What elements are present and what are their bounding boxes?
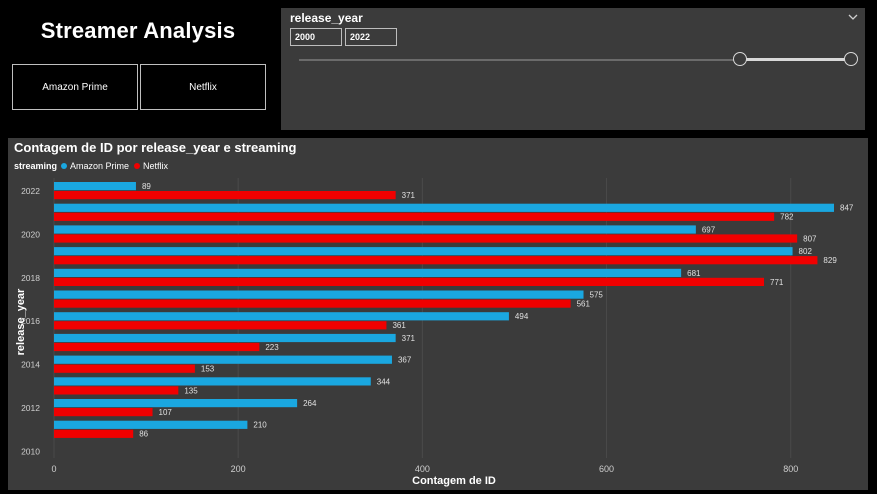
slider-handle-start[interactable] [733, 52, 747, 66]
slicer-title: release_year [290, 11, 363, 25]
bar-amazon-prime [54, 355, 392, 364]
y-tick-label: 2018 [21, 273, 40, 283]
legend-dot-netflix [134, 163, 141, 169]
legend-text-amazon: Amazon Prime [70, 161, 130, 171]
x-tick-label: 800 [783, 464, 798, 474]
bar-amazon-prime [54, 399, 298, 408]
data-label: 371 [402, 191, 416, 200]
bar-amazon-prime [54, 182, 136, 191]
y-tick-label: 2014 [21, 360, 40, 370]
bar-netflix [54, 277, 765, 286]
bar-amazon-prime [54, 420, 248, 429]
legend-item-amazon[interactable]: Amazon Prime [61, 161, 129, 171]
data-label: 107 [159, 408, 173, 417]
y-axis-label: release_year [15, 288, 27, 355]
range-start-input[interactable]: 2000 [290, 28, 342, 46]
release-year-slicer: release_year 2000 2022 [281, 8, 865, 130]
netflix-button[interactable]: Netflix [140, 64, 266, 110]
page-title: Streamer Analysis [40, 18, 236, 43]
data-label: 771 [770, 278, 784, 287]
bar-amazon-prime [54, 268, 682, 277]
data-label: 782 [780, 213, 794, 222]
y-tick-label: 2010 [21, 446, 40, 456]
legend: streaming Amazon Prime Netflix [14, 161, 173, 171]
range-end-input[interactable]: 2022 [345, 28, 397, 46]
chart-plot: 0 200 400 600 800 2022 2020 2018 2016 2014 2012 201… [15, 178, 854, 487]
data-label: 847 [840, 204, 854, 213]
data-label: 367 [398, 356, 412, 365]
legend-text-netflix: Netflix [143, 161, 169, 171]
x-tick-label: 400 [415, 464, 430, 474]
x-tick-label: 200 [231, 464, 246, 474]
data-label: 807 [803, 234, 817, 243]
bar-netflix [54, 234, 798, 243]
data-label: 697 [702, 225, 716, 234]
x-axis-label: Contagem de ID [412, 475, 496, 487]
chevron-down-icon[interactable] [847, 11, 859, 23]
chart-title: Contagem de ID por release_year e stream… [14, 140, 297, 155]
y-tick-label: 2016 [21, 316, 40, 326]
slider-handle-end[interactable] [844, 52, 858, 66]
bar-netflix [54, 321, 387, 330]
data-label: 89 [142, 182, 151, 191]
bar-netflix [54, 429, 134, 438]
data-label: 681 [687, 269, 701, 278]
bar-netflix [54, 386, 179, 395]
slider-track[interactable] [299, 59, 851, 61]
bar-netflix [54, 256, 818, 265]
bar-amazon-prime [54, 312, 509, 321]
data-label: 153 [201, 365, 215, 374]
bar-chart-panel: Contagem de ID por release_year e stream… [8, 138, 868, 490]
data-label: 575 [590, 291, 604, 300]
bar-amazon-prime [54, 377, 371, 386]
bar-netflix [54, 408, 153, 417]
slider-selected-range [740, 58, 851, 61]
data-label: 210 [253, 421, 267, 430]
legend-item-netflix[interactable]: Netflix [134, 161, 168, 171]
bar-netflix [54, 191, 396, 200]
bar-amazon-prime [54, 290, 584, 299]
data-label: 86 [139, 430, 148, 439]
data-label: 829 [823, 256, 837, 265]
data-label: 561 [577, 300, 591, 309]
y-tick-label: 2012 [21, 403, 40, 413]
data-label: 223 [265, 343, 279, 352]
amazon-prime-button[interactable]: Amazon Prime [12, 64, 138, 110]
legend-label: streaming [14, 161, 58, 171]
bar-netflix [54, 299, 571, 308]
data-label: 802 [799, 247, 813, 256]
bar-netflix [54, 212, 775, 221]
bar-netflix [54, 342, 260, 352]
bar-netflix [54, 364, 195, 373]
data-label: 344 [377, 377, 391, 386]
x-tick-label: 600 [599, 464, 614, 474]
bar-amazon-prime [54, 225, 696, 234]
legend-dot-amazon [61, 163, 68, 169]
data-label: 361 [392, 321, 406, 330]
y-tick-label: 2020 [21, 229, 40, 239]
data-label: 494 [515, 312, 529, 321]
data-label: 264 [303, 399, 317, 408]
data-label: 371 [402, 334, 416, 343]
x-tick-label: 0 [51, 464, 56, 474]
bar-amazon-prime [54, 203, 834, 212]
y-tick-label: 2022 [21, 186, 40, 196]
bar-amazon-prime [54, 333, 396, 343]
bar-amazon-prime [54, 247, 793, 256]
data-label: 135 [184, 386, 198, 395]
